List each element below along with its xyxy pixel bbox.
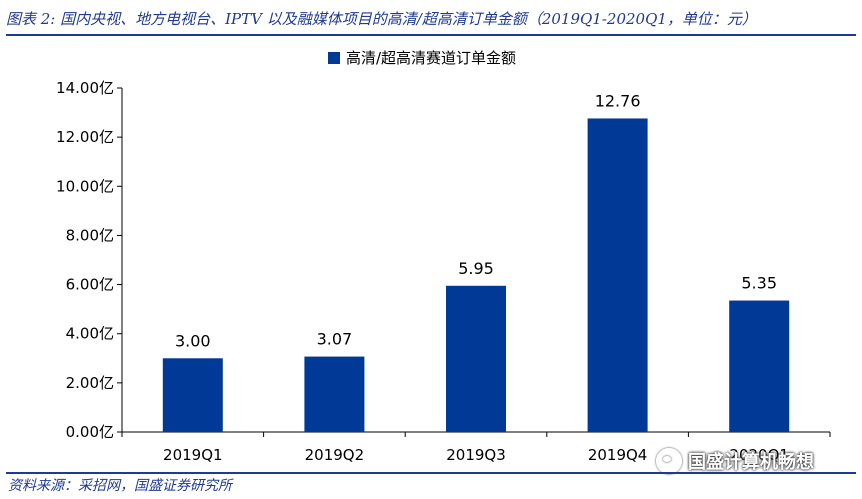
y-tick-label: 2.00亿 [66,374,114,392]
bar-2019Q1 [162,358,223,432]
figure-caption: 图表 2: 国内央视、地方电视台、IPTV 以及融媒体项目的高清/超高清订单金额… [6,10,757,28]
legend-label: 高清/超高清赛道订单金额 [346,49,516,67]
x-tick-label: 2020Q1 [729,446,789,464]
y-axis: 0.00亿 2.00亿 4.00亿 6.00亿 8.00亿 10.00亿 12.00亿 14.… [56,79,123,441]
data-label-2019Q3: 5.95 [458,259,494,278]
wechat-icon [656,448,682,474]
bar-2019Q4 [587,118,648,433]
bars [162,118,790,433]
y-tick-label: 6.00亿 [66,276,114,294]
y-tick-label: 14.00亿 [56,79,114,97]
bar-2019Q3 [446,285,506,432]
y-tick-label: 12.00亿 [56,128,114,146]
y-tick-label: 4.00亿 [66,325,114,343]
legend: 高清/超高清赛道订单金额 [328,49,516,67]
x-tick-label: 2019Q2 [305,446,365,464]
data-label-2019Q2: 3.07 [317,330,353,349]
data-label-2019Q4: 12.76 [595,91,641,110]
y-tick-label: 8.00亿 [66,226,114,244]
source-note: 资料来源：采招网，国盛证券研究所 [8,478,232,494]
data-label-2019Q1: 3.00 [175,331,211,350]
caption-divider [6,34,856,36]
x-tick-label: 2019Q3 [446,446,506,464]
source-divider [6,472,856,474]
y-tick-label: 0.00亿 [66,423,114,441]
y-tick-label: 10.00亿 [56,177,114,195]
watermark-text: 国盛计算机畅想 [688,452,814,473]
bar-2019Q2 [304,356,365,432]
x-tick-label: 2019Q1 [163,446,223,464]
data-label-2020Q1: 5.35 [741,274,777,293]
x-axis: 2019Q1 2019Q2 2019Q3 2019Q4 2020Q1 [121,431,831,464]
legend-swatch [328,52,340,64]
bar-2020Q1 [729,300,790,432]
data-labels: 3.00 3.07 5.95 12.76 5.35 [175,91,777,350]
x-tick-label: 2019Q4 [588,446,648,464]
